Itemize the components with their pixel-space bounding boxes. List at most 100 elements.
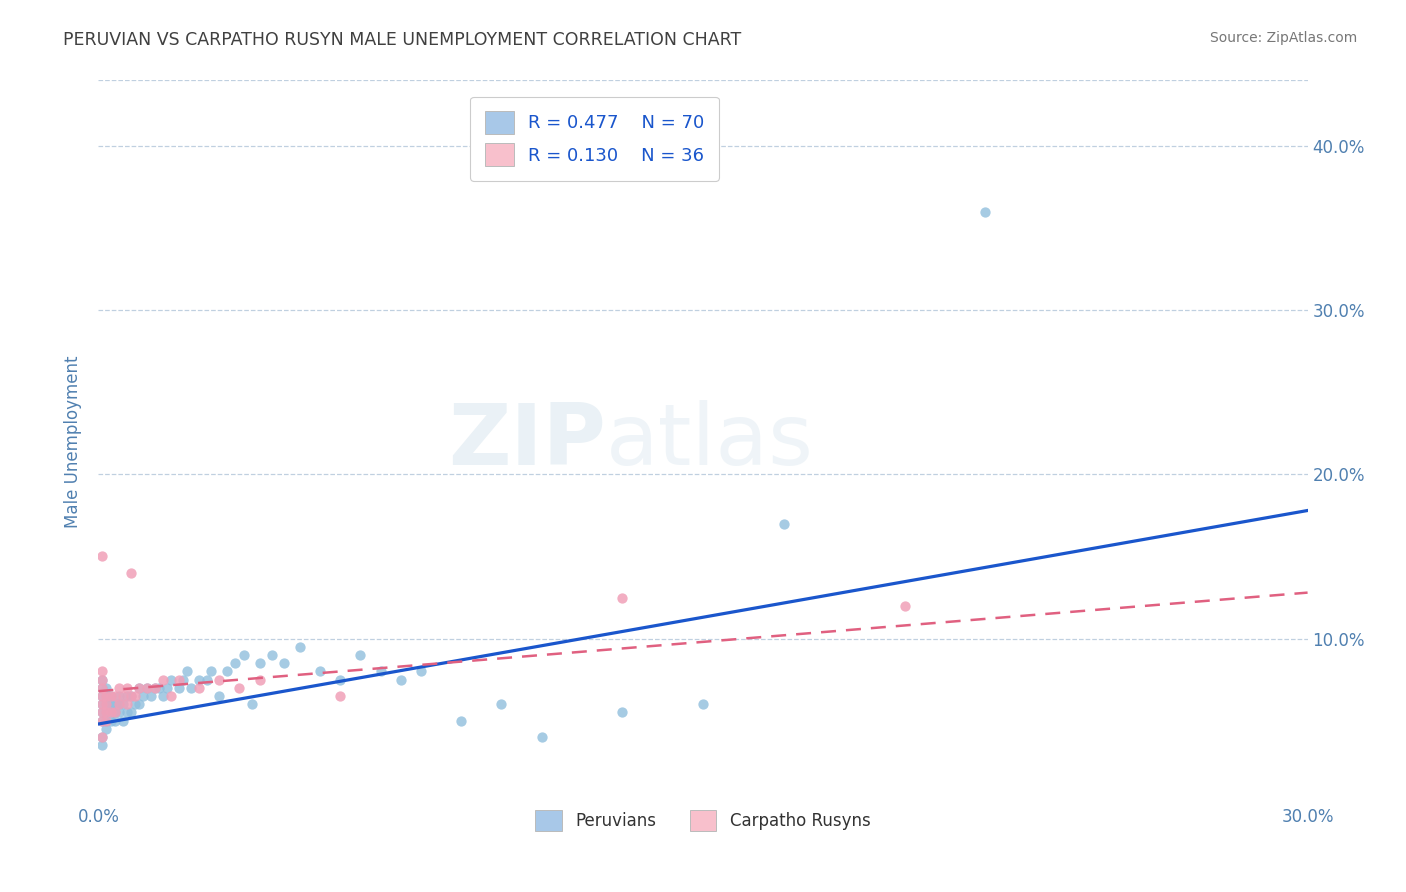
Point [107, 689, 129, 703]
Point [124, 698, 146, 712]
Point [232, 648, 254, 662]
Point [91, 681, 114, 695]
Point [91, 706, 114, 720]
Point [228, 681, 250, 695]
Point [156, 681, 179, 695]
Point [772, 516, 794, 531]
Point [893, 599, 915, 613]
Point [974, 204, 997, 219]
Point [132, 689, 155, 703]
Point [103, 698, 125, 712]
Point [91, 730, 114, 744]
Point [107, 698, 129, 712]
Legend: Peruvians, Carpatho Rusyns: Peruvians, Carpatho Rusyns [529, 803, 877, 838]
Point [152, 673, 174, 687]
Text: PERUVIAN VS CARPATHO RUSYN MALE UNEMPLOYMENT CORRELATION CHART: PERUVIAN VS CARPATHO RUSYN MALE UNEMPLOY… [63, 31, 741, 49]
Point [91, 714, 114, 728]
Point [103, 714, 125, 728]
Point [96, 714, 118, 728]
Point [96, 698, 118, 712]
Point [91, 739, 114, 753]
Point [91, 665, 114, 679]
Point [409, 665, 432, 679]
Point [176, 665, 198, 679]
Point [96, 698, 118, 712]
Point [111, 714, 134, 728]
Point [143, 681, 166, 695]
Point [103, 706, 125, 720]
Point [692, 698, 714, 712]
Point [195, 673, 218, 687]
Point [111, 689, 134, 703]
Point [107, 706, 129, 720]
Point [107, 681, 129, 695]
Point [612, 591, 634, 605]
Point [249, 657, 271, 671]
Point [160, 673, 183, 687]
Point [96, 681, 118, 695]
Point [167, 681, 190, 695]
Point [91, 714, 114, 728]
Point [120, 689, 142, 703]
Text: atlas: atlas [606, 400, 814, 483]
Point [139, 689, 162, 703]
Point [135, 681, 157, 695]
Point [188, 681, 211, 695]
Point [120, 706, 142, 720]
Point [208, 673, 231, 687]
Point [612, 706, 634, 720]
Point [143, 681, 166, 695]
Point [329, 689, 352, 703]
Point [128, 698, 150, 712]
Point [91, 689, 114, 703]
Point [115, 681, 138, 695]
Point [100, 714, 122, 728]
Point [180, 681, 202, 695]
Point [172, 673, 194, 687]
Point [530, 730, 553, 744]
Point [107, 698, 129, 712]
Point [96, 689, 118, 703]
Point [224, 657, 246, 671]
Point [309, 665, 332, 679]
Point [124, 689, 146, 703]
Point [370, 665, 392, 679]
Point [91, 706, 114, 720]
Point [128, 681, 150, 695]
Point [100, 689, 122, 703]
Point [120, 689, 142, 703]
Point [450, 714, 472, 728]
Point [91, 549, 114, 564]
Point [91, 681, 114, 695]
Point [148, 681, 170, 695]
Point [91, 698, 114, 712]
Point [188, 673, 211, 687]
Point [100, 698, 122, 712]
Point [100, 689, 122, 703]
Point [135, 681, 157, 695]
Point [160, 689, 183, 703]
Point [111, 698, 134, 712]
Point [200, 665, 222, 679]
Point [91, 698, 114, 712]
Point [115, 706, 138, 720]
Point [349, 648, 371, 662]
Point [128, 681, 150, 695]
Point [260, 648, 283, 662]
Point [152, 689, 174, 703]
Point [491, 698, 513, 712]
Text: Source: ZipAtlas.com: Source: ZipAtlas.com [1209, 31, 1357, 45]
Point [217, 665, 239, 679]
Point [91, 673, 114, 687]
Point [96, 689, 118, 703]
Point [103, 689, 125, 703]
Point [240, 698, 263, 712]
Point [329, 673, 352, 687]
Point [273, 657, 295, 671]
Point [208, 689, 231, 703]
Point [96, 706, 118, 720]
Y-axis label: Male Unemployment: Male Unemployment [65, 355, 83, 528]
Point [100, 706, 122, 720]
Point [249, 673, 271, 687]
Point [167, 673, 190, 687]
